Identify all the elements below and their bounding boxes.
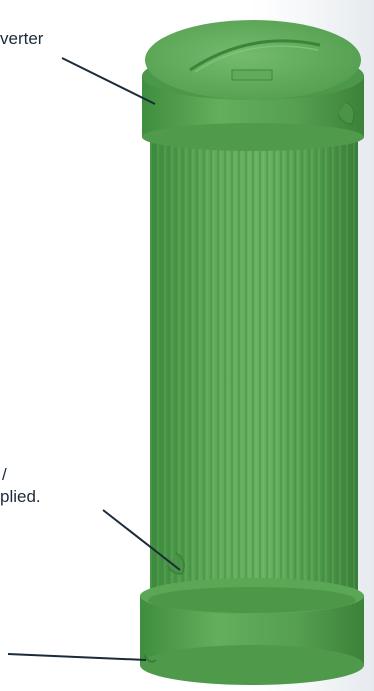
base-ring	[140, 578, 364, 685]
callout-middle-text-line2: plied.	[0, 487, 41, 506]
leader-line-bottom	[7, 653, 147, 661]
lid	[142, 20, 364, 100]
callout-middle-text-line1: /	[2, 465, 7, 484]
leader-line-middle	[102, 509, 181, 571]
callout-top-text: verter	[0, 29, 44, 48]
container-body	[150, 118, 358, 600]
leader-line-top	[61, 57, 156, 105]
